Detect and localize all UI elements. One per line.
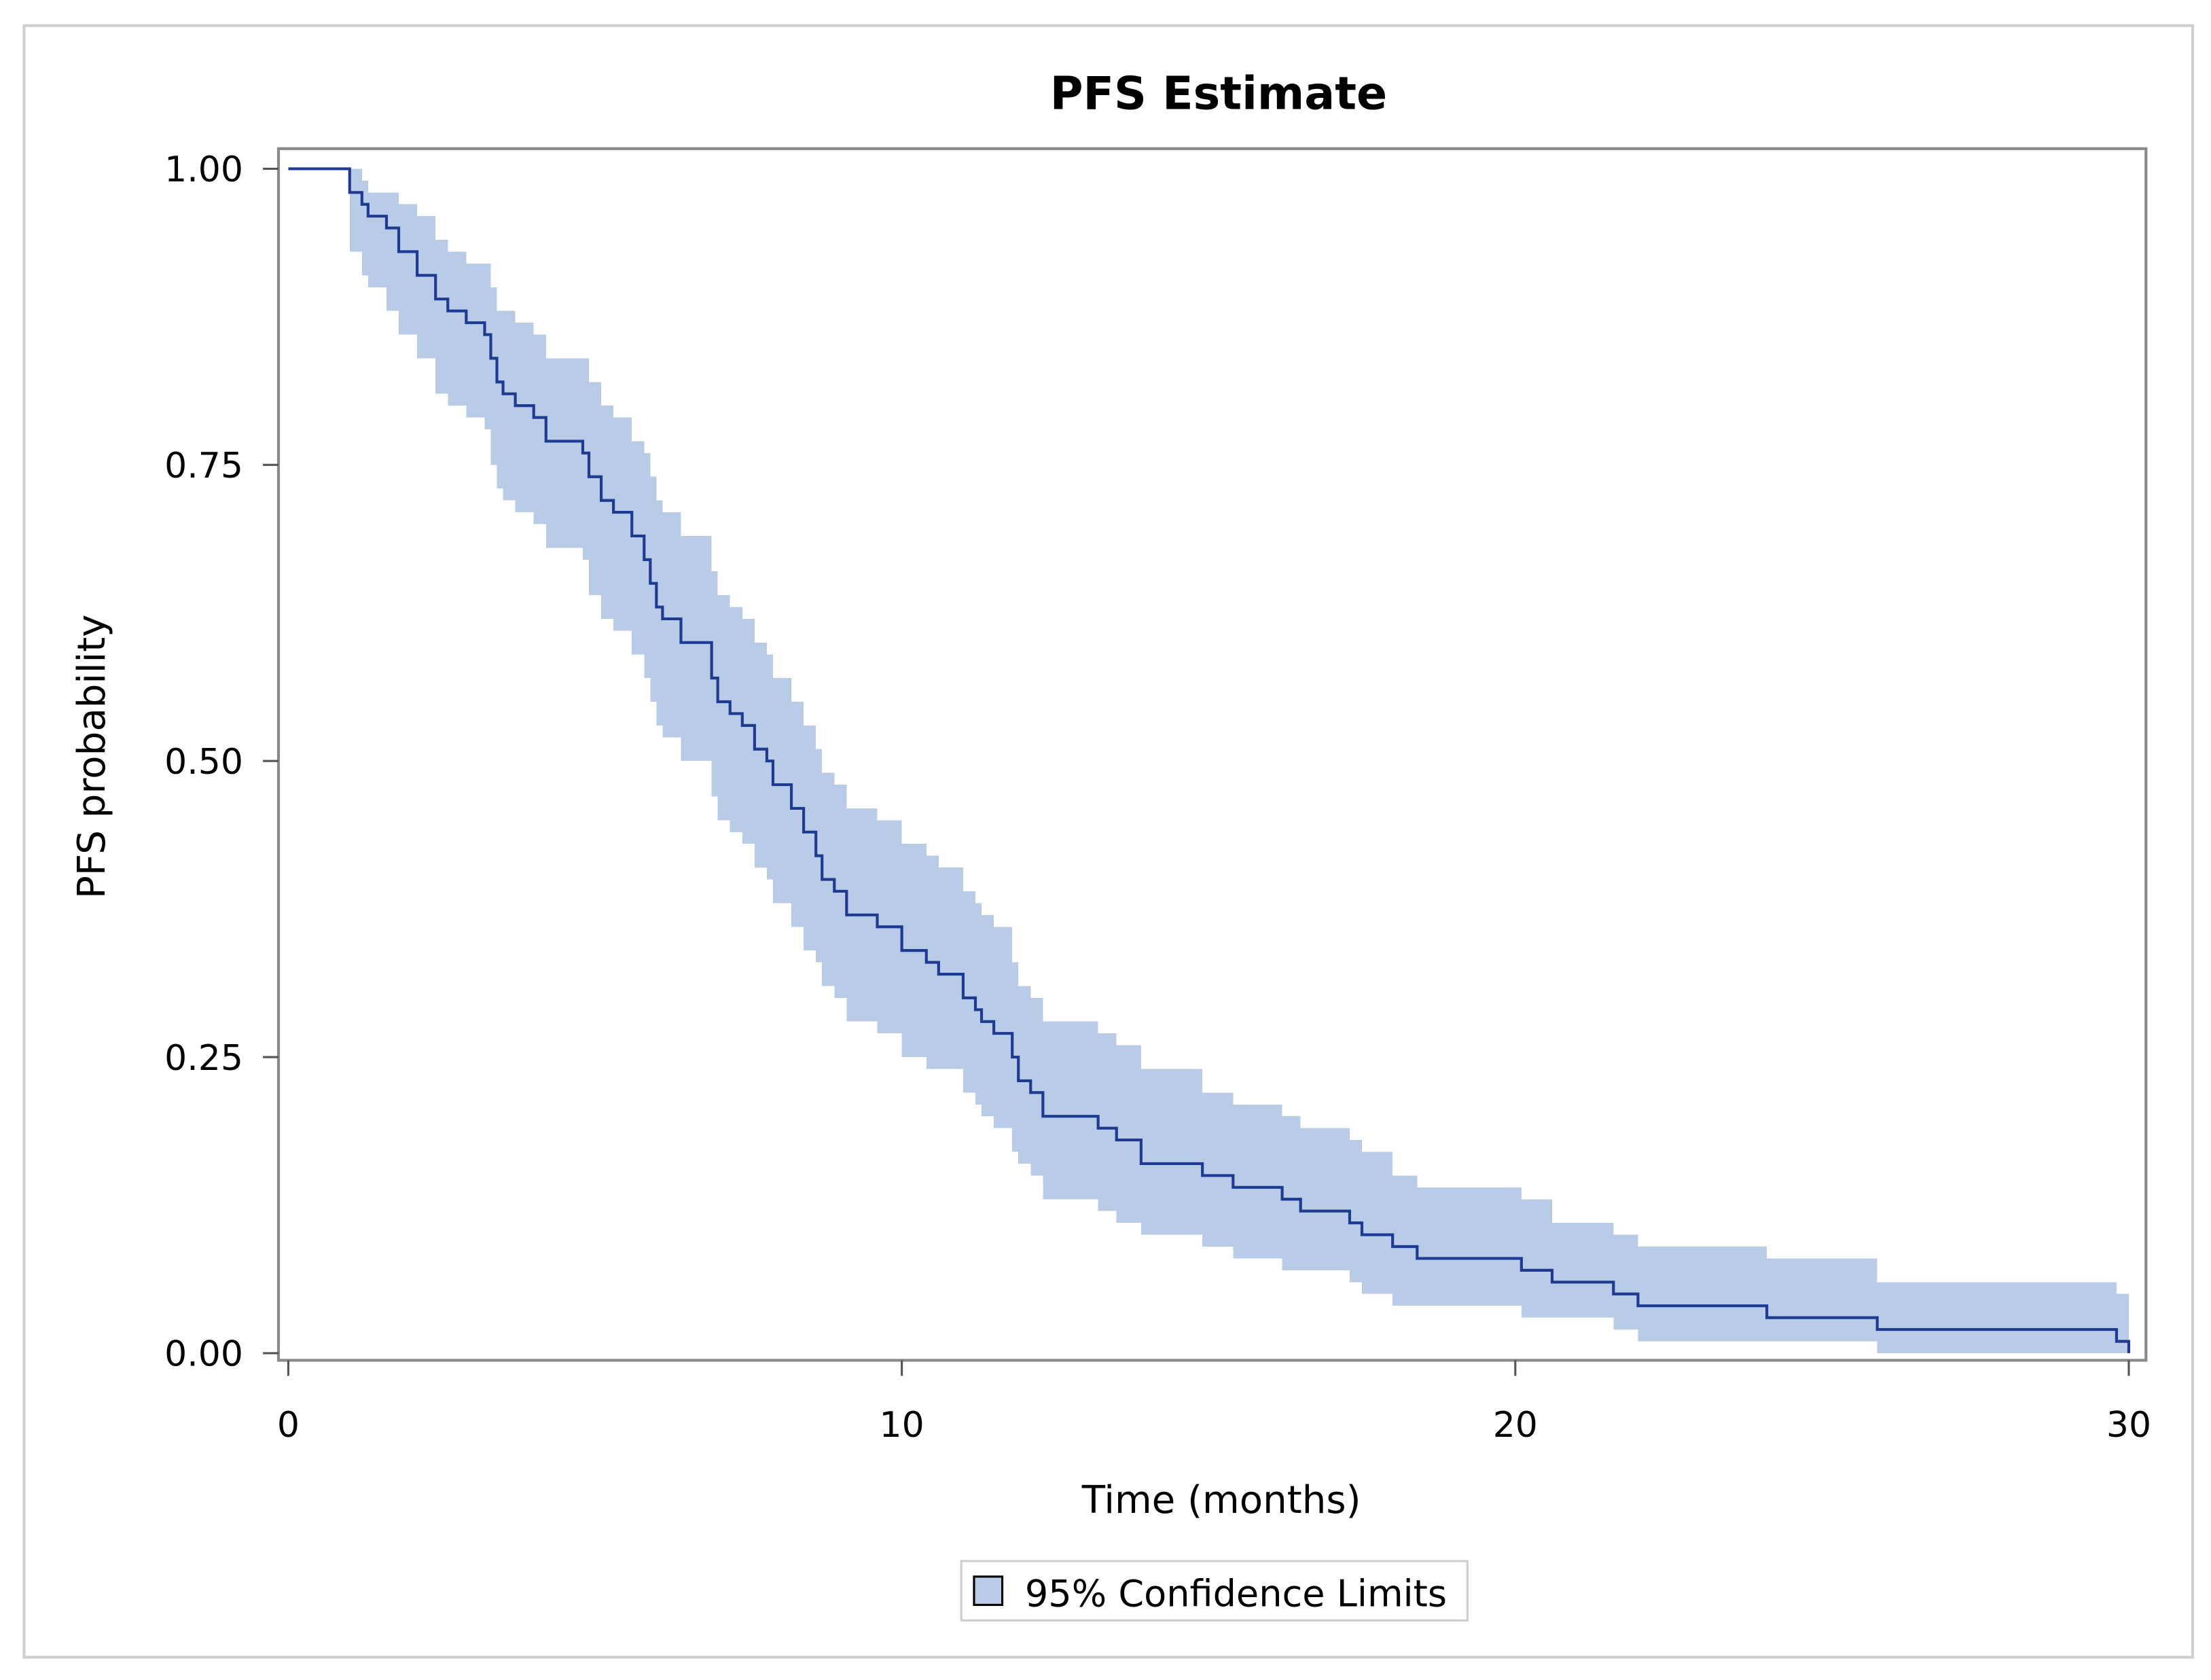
ci-band	[1638, 1247, 1767, 1342]
ci-band	[766, 654, 773, 880]
ci-band	[938, 868, 963, 1069]
ci-band	[1392, 1175, 1418, 1306]
ci-band	[963, 891, 976, 1093]
x-tick-label: 10	[880, 1405, 924, 1446]
ci-band	[386, 192, 399, 311]
y-tick-label: 0.25	[164, 1038, 243, 1079]
y-tick-label: 1.00	[164, 149, 243, 190]
ci-band	[484, 263, 491, 429]
y-tick-label: 0.75	[164, 446, 243, 486]
ci-band	[582, 358, 590, 560]
ci-band	[490, 287, 497, 465]
ci-band	[497, 310, 503, 489]
ci-band	[2116, 1293, 2129, 1353]
ci-band	[448, 251, 467, 406]
legend-label: 95% Confidence Limits	[1025, 1573, 1447, 1615]
x-axis-label: Time (months)	[1081, 1478, 1361, 1522]
survival-line	[288, 167, 2131, 1353]
ci-band	[1521, 1199, 1552, 1318]
ci-band	[399, 204, 418, 335]
ci-band	[1349, 1140, 1363, 1283]
ci-band	[589, 382, 602, 596]
y-tick-label: 0.00	[164, 1334, 243, 1375]
ci-band	[711, 571, 718, 797]
ci-band	[515, 323, 534, 513]
ci-band	[644, 452, 651, 679]
ci-band	[994, 927, 1013, 1128]
ci-band	[1098, 1033, 1117, 1211]
ci-band	[1043, 1021, 1098, 1200]
ci-band	[1233, 1104, 1282, 1259]
ci-band	[417, 216, 436, 359]
ci-band	[791, 702, 804, 927]
ci-band	[1030, 997, 1043, 1176]
ci-band	[742, 618, 755, 844]
y-axis-label: PFS probability	[70, 614, 114, 899]
ci-band	[1140, 1069, 1203, 1235]
ci-band	[601, 406, 614, 619]
ci-band	[503, 310, 516, 501]
ci-band	[349, 168, 362, 252]
ci-band	[1877, 1282, 2117, 1353]
ci-band	[435, 240, 448, 394]
ci-band	[1202, 1092, 1234, 1247]
ci-band	[367, 192, 387, 287]
ci-band	[632, 441, 645, 655]
legend-box	[960, 1560, 1469, 1622]
ci-band	[613, 417, 632, 631]
ci-band	[1018, 986, 1031, 1164]
ci-band	[681, 535, 712, 762]
chart-border	[22, 24, 2195, 1659]
plot-frame	[276, 147, 2148, 1362]
ci-band	[1417, 1187, 1522, 1306]
legend-swatch	[973, 1575, 1004, 1606]
ci-band	[656, 500, 663, 726]
ci-band	[975, 903, 982, 1105]
ci-band	[1767, 1258, 1877, 1342]
ci-band	[1116, 1045, 1141, 1223]
chart-title: PFS Estimate	[1050, 67, 1387, 120]
ci-band	[650, 476, 657, 702]
x-tick-label: 0	[277, 1405, 300, 1446]
ci-band	[717, 595, 730, 821]
ci-band	[804, 725, 816, 951]
ci-band	[1613, 1234, 1638, 1330]
ci-band	[1282, 1116, 1301, 1270]
ci-band	[730, 607, 742, 832]
ci-band	[1300, 1128, 1350, 1270]
ci-band	[662, 512, 681, 738]
x-tick-label: 30	[2106, 1405, 2151, 1446]
ci-band	[533, 334, 546, 524]
plot-area: 0.00 0.25 0.50 0.75 1.00 0 10 20 30	[164, 147, 2151, 1446]
ci-band	[754, 642, 767, 868]
ci-band	[361, 180, 368, 276]
ci-band	[466, 263, 485, 418]
ci-band	[982, 914, 994, 1117]
ci-band	[545, 358, 583, 548]
ci-band	[1362, 1151, 1393, 1294]
ci-band	[772, 678, 792, 904]
x-tick-label: 20	[1493, 1405, 1538, 1446]
ci-band	[1551, 1223, 1614, 1318]
y-tick-label: 0.50	[164, 742, 243, 783]
